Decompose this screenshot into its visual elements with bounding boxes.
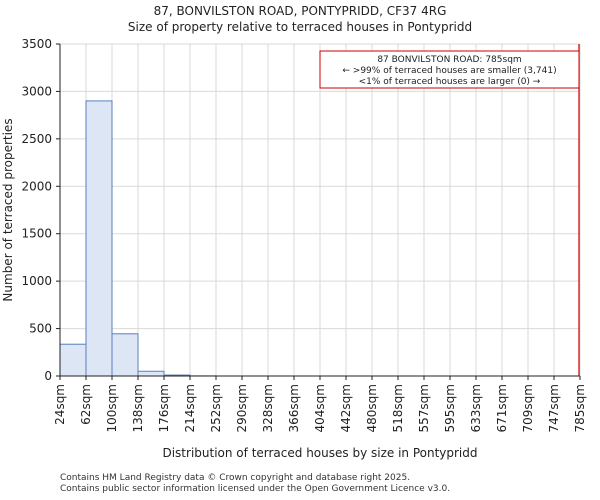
- x-tick-label: 785sqm: [573, 384, 587, 432]
- y-tick-label: 1500: [21, 227, 52, 241]
- y-tick-label: 1000: [21, 274, 52, 288]
- annotation-line-2: ← >99% of terraced houses are smaller (3…: [342, 66, 556, 76]
- chart-title: 87, BONVILSTON ROAD, PONTYPRIDD, CF37 4R…: [153, 4, 447, 18]
- x-tick-label: 214sqm: [183, 384, 197, 432]
- x-tick-label: 138sqm: [131, 384, 145, 432]
- y-tick-label: 3000: [21, 84, 52, 98]
- bar-100sqm: [111, 333, 139, 377]
- bar-62sqm: [85, 100, 113, 377]
- x-tick-label: 709sqm: [521, 384, 535, 432]
- y-tick-label: 3500: [21, 37, 52, 51]
- x-tick-label: 328sqm: [261, 384, 275, 432]
- y-tick-label: 2000: [21, 179, 52, 193]
- x-tick-label: 557sqm: [417, 384, 431, 432]
- annotation-line-3: <1% of terraced houses are larger (0) →: [359, 77, 541, 87]
- footer-copyright: Contains HM Land Registry data © Crown c…: [60, 473, 411, 483]
- x-axis-label: Distribution of terraced houses by size …: [162, 446, 477, 460]
- histogram-chart: 0 500 1000 1500 2000 2500 3000 3500 24sqm 62sqm 10…: [1, 37, 587, 460]
- y-axis-label: Number of terraced properties: [1, 118, 15, 301]
- x-tick-label: 24sqm: [53, 384, 67, 425]
- x-tick-label: 100sqm: [105, 384, 119, 432]
- footer-licence: Contains public sector information licen…: [60, 484, 451, 494]
- x-tick-label: 633sqm: [469, 384, 483, 432]
- x-tick-label: 480sqm: [365, 384, 379, 432]
- y-tick-label: 500: [29, 322, 52, 336]
- annotation-box: [319, 50, 580, 89]
- x-tick-label: 747sqm: [547, 384, 561, 432]
- x-tick-label: 671sqm: [495, 384, 509, 432]
- x-tick-label: 62sqm: [79, 384, 93, 425]
- x-tick-label: 404sqm: [313, 384, 327, 432]
- chart-subtitle: Size of property relative to terraced ho…: [127, 20, 473, 34]
- x-tick-label: 176sqm: [157, 384, 171, 432]
- y-tick-label: 0: [44, 369, 52, 383]
- x-tick-label: 366sqm: [287, 384, 301, 432]
- annotation-line-1: 87 BONVILSTON ROAD: 785sqm: [377, 55, 521, 65]
- x-tick-label: 442sqm: [339, 384, 353, 432]
- y-tick-label: 2500: [21, 132, 52, 146]
- bar-138sqm: [137, 370, 165, 377]
- x-tick-label: 595sqm: [443, 384, 457, 432]
- x-tick-label: 290sqm: [235, 384, 249, 432]
- bar-24sqm: [59, 343, 87, 377]
- x-tick-label: 518sqm: [391, 384, 405, 432]
- x-tick-label: 252sqm: [209, 384, 223, 432]
